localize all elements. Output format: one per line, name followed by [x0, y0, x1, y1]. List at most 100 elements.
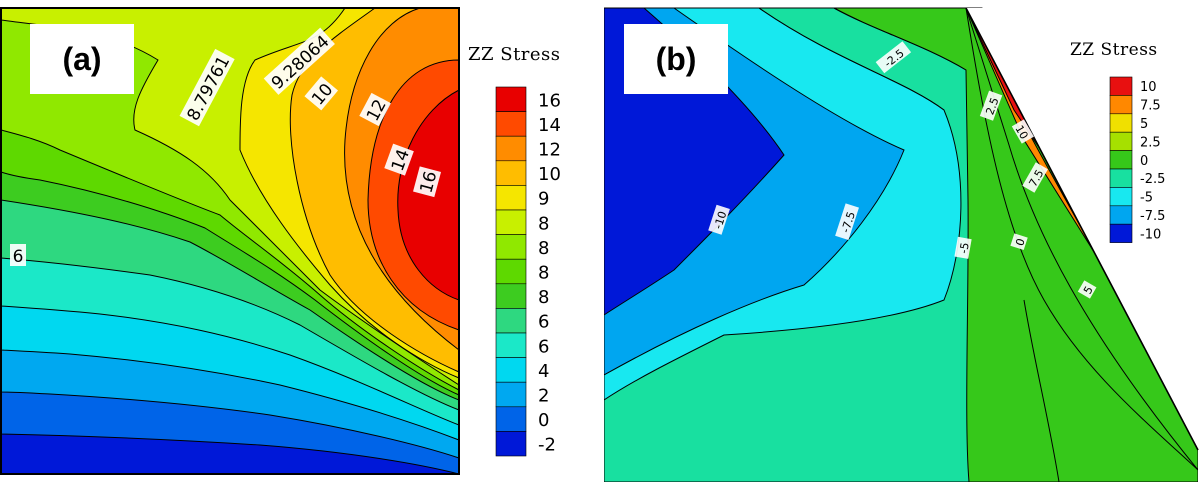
contour-line: [833, 7, 967, 71]
contour-bands-a: [0, 7, 460, 475]
contour-label-bg: [708, 204, 730, 235]
legend-tick-label: 2: [538, 386, 549, 407]
contour-line: [965, 7, 1199, 471]
legend-tick-label: 5: [1140, 117, 1148, 132]
legend-swatch: [495, 357, 527, 383]
legend-tick-label: 10: [538, 164, 561, 185]
legend-b: 10 7.5 5 2.5 0 -2.5 -5 -7.5 -10: [1109, 76, 1165, 243]
plot-frame-a: [0, 7, 460, 475]
legend-swatch: [495, 406, 527, 432]
contour-plot-b: -10 -7.5 -5 -2.5 0 2.5 5 7.5 10 10 7.5 5 2.5 0 -2.5 -5…: [603, 7, 1200, 483]
contour-label-bg: [875, 41, 912, 74]
legend-title-b: ZZ Stress: [1070, 40, 1158, 60]
contour-label-bg: [359, 92, 391, 127]
legend-swatch: [1109, 131, 1133, 151]
legend-swatch: [1109, 150, 1133, 170]
legend-swatch: [495, 160, 527, 186]
legend-tick-label: 6: [538, 312, 549, 333]
contour-line: [1023, 299, 1060, 483]
contour-label-text: -10: [712, 210, 730, 231]
legend-swatch: [1109, 76, 1133, 96]
contour-label-bg: [1011, 119, 1034, 144]
contour-label-text: 0: [1013, 237, 1028, 248]
contour-label: 5: [1077, 280, 1097, 299]
legend-swatch: [1109, 168, 1133, 188]
contour-label-text: 2.5: [983, 96, 1001, 117]
legend-tick-label: 2.5: [1140, 135, 1161, 150]
legend-tick-label: -5: [1140, 191, 1153, 206]
panel-b: -10 -7.5 -5 -2.5 0 2.5 5 7.5 10 10 7.5 5 2.5 0 -2.5 -5…: [603, 0, 1200, 483]
legend-tick-label: -2.5: [1140, 172, 1165, 187]
contour-label: -7.5: [835, 203, 859, 241]
legend-tick-label: 7.5: [1140, 99, 1161, 114]
contour-label-bg: [10, 244, 26, 266]
legend-tick-label: 10: [1140, 80, 1157, 95]
legend-tick-label: 16: [538, 90, 561, 111]
contour-label: 6: [10, 244, 26, 267]
panel-label-a: (a): [30, 24, 134, 94]
legend-swatch: [495, 185, 527, 211]
legend-tick-label: -2: [538, 435, 556, 456]
legend-swatch: [495, 283, 527, 309]
legend-swatch: [1109, 95, 1133, 115]
contour-label-text: 6: [13, 247, 24, 267]
contour-label-bg: [954, 236, 972, 259]
legend-title-a: ZZ Stress: [468, 44, 561, 65]
legend-tick-label: 8: [538, 238, 549, 259]
panel-a: 8.79761 9.28064 10 12 14 16 6 16 14 12 10 9 8 8 8 8 6 6 4…: [0, 0, 600, 482]
contour-label-bg: [1022, 162, 1048, 193]
contour-label-text: 10: [1012, 123, 1030, 142]
legend-tick-label: 8: [538, 287, 549, 308]
plot-mask: [966, 8, 1200, 482]
legend-swatch: [495, 332, 527, 358]
contour-label: -10: [708, 204, 730, 235]
legend-swatch: [495, 111, 527, 137]
legend-tick-label: 0: [538, 410, 549, 431]
plot-edge: [965, 7, 1199, 451]
legend-swatch: [495, 209, 527, 235]
contour-label: 10: [1011, 119, 1034, 144]
contour-label-text: -5: [957, 242, 972, 255]
contour-label-text: -7.5: [839, 210, 858, 234]
legend-swatch: [1109, 187, 1133, 207]
legend-tick-label: 8: [538, 263, 549, 284]
legend-swatch: [495, 135, 527, 162]
contour-label: -5: [954, 236, 972, 259]
contour-line: [758, 7, 945, 111]
legend-swatch: [495, 86, 527, 112]
legend-tick-label: 4: [538, 361, 549, 382]
contour-labels-b: -10 -7.5-5-2.502.557.510: [708, 41, 1097, 299]
contour-label-bg: [179, 48, 235, 127]
legend-tick-label: 0: [1140, 154, 1148, 169]
legend-tick-label: -7.5: [1140, 209, 1165, 224]
contour-label-bg: [384, 143, 414, 176]
legend-a: 16 14 12 10 9 8 8 8 8 6 6 4 2 0 -2: [495, 86, 561, 457]
contour-label-bg: [304, 76, 339, 111]
legend-swatch: [495, 308, 527, 334]
contour-label-bg: [1077, 280, 1097, 299]
contour-label-bg: [835, 203, 859, 241]
contour-label-bg: [1010, 233, 1028, 251]
contour-label: 0: [1010, 233, 1028, 251]
legend-tick-label: 9: [538, 189, 549, 210]
legend-swatch: [495, 234, 527, 260]
contour-label-bg: [413, 166, 442, 198]
legend-tick-label: 6: [538, 336, 549, 357]
legend-swatch: [1109, 223, 1133, 243]
legend-swatch: [1109, 205, 1133, 225]
contour-bands-b: [603, 7, 1200, 483]
legend-swatch: [495, 431, 527, 457]
legend-swatch: [495, 381, 527, 408]
legend-tick-label: 14: [538, 115, 561, 136]
legend-tick-label: 12: [538, 140, 561, 161]
contour-line: [965, 7, 1199, 471]
legend-tick-label: 8: [538, 213, 549, 234]
legend-swatch: [1109, 113, 1133, 133]
legend-tick-label: -10: [1140, 227, 1161, 242]
contour-label-bg: [263, 27, 335, 95]
contour-label-bg: [979, 90, 1003, 121]
contour-label: 2.5: [979, 90, 1003, 121]
panel-label-b: (b): [624, 24, 728, 94]
legend-swatch: [495, 258, 527, 285]
